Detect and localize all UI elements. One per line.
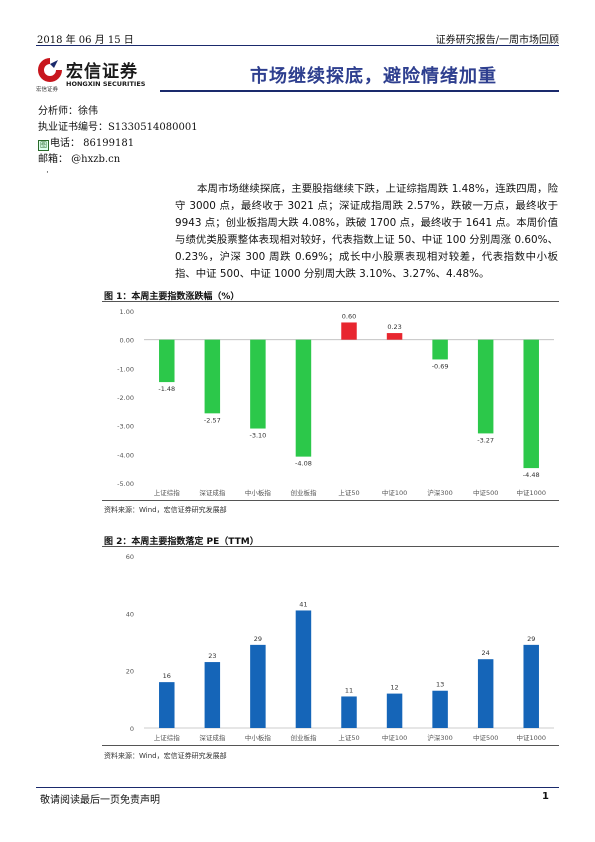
chart-bar xyxy=(432,339,448,360)
x-category-label: 深证成指 xyxy=(199,488,226,497)
x-category-label: 上证综指 xyxy=(154,488,181,497)
report-date: 2018 年 06 月 15 日 xyxy=(37,35,134,46)
y-tick-label: 60 xyxy=(126,553,134,561)
figure-1-title: 图 1：本周主要指数涨跌幅（%） xyxy=(104,292,240,302)
x-category-label: 创业板指 xyxy=(290,488,317,497)
data-label: 13 xyxy=(436,681,444,689)
figure-2-source: 资料来源：Wind，宏信证券研究发展部 xyxy=(104,752,227,760)
data-label: -1.48 xyxy=(158,385,175,393)
data-label: 23 xyxy=(208,652,216,660)
analyst-license: 执业证书编号：S1330514080001 xyxy=(38,122,198,133)
logo-name-en: HONGXIN SECURITIES xyxy=(66,80,146,88)
chart-bar xyxy=(386,693,403,728)
report-type: 证券研究报告/一周市场回顾 xyxy=(435,35,559,46)
chart-bar xyxy=(159,339,175,383)
figure-2-title: 图 2：本周主要指数落定 PE（TTM） xyxy=(104,537,259,547)
chart-bar xyxy=(341,322,357,340)
figure-1-chart: 1.00 0.00 -1.00 -2.00 -3.00 -4.00 -5.00 -1.48 上证… xyxy=(117,308,554,497)
stamp-icon: 图 xyxy=(38,140,49,151)
y-tick-label: 1.00 xyxy=(120,308,134,316)
x-category-label: 创业板指 xyxy=(290,733,317,742)
x-category-label: 中证500 xyxy=(473,733,498,742)
data-label: 41 xyxy=(299,600,307,608)
chart-bar xyxy=(295,610,312,728)
y-tick-label: 20 xyxy=(126,668,134,676)
x-category-label: 中证100 xyxy=(382,488,407,497)
figure-1-source: 资料来源：Wind，宏信证券研究发展部 xyxy=(104,506,227,514)
logo-name-cn-small: 宏信证券 xyxy=(36,87,59,93)
y-tick-label: -4.00 xyxy=(117,451,134,459)
chart-bar xyxy=(204,339,221,414)
chart-bar xyxy=(250,339,266,429)
figure-1-top-rule xyxy=(102,301,559,302)
data-label: -0.69 xyxy=(432,362,449,370)
chart-bar xyxy=(341,696,357,728)
chart-bar xyxy=(386,333,403,340)
data-label: 11 xyxy=(345,686,353,694)
x-category-label: 中证500 xyxy=(473,488,498,497)
analyst-name: 分析师：徐伟 xyxy=(38,106,98,117)
bullet-dot: · xyxy=(46,168,49,178)
data-label: -3.10 xyxy=(249,432,266,440)
header-divider xyxy=(36,45,559,46)
x-category-label: 中证1000 xyxy=(516,488,546,497)
company-logo: 宏信证券 HONGXIN SECURITIES 宏信证券 xyxy=(36,56,158,93)
figure-2-chart: 60 40 20 0 16 上证综指 23 深证成指 29 中小板指 41 创业板指 11 上证50 12 中… xyxy=(126,553,554,742)
y-tick-label: 0 xyxy=(130,725,134,733)
chart-bar xyxy=(477,339,494,434)
data-label: -4.48 xyxy=(523,471,540,479)
data-label: 0.23 xyxy=(387,323,401,331)
x-category-label: 上证50 xyxy=(338,488,359,497)
x-category-label: 沪深300 xyxy=(427,488,452,497)
page-number: 1 xyxy=(542,791,549,802)
data-label: 12 xyxy=(390,684,398,692)
disclaimer-note: 敬请阅读最后一页免责声明 xyxy=(40,795,160,806)
y-tick-label: 0.00 xyxy=(120,337,134,345)
x-category-label: 中证1000 xyxy=(516,733,546,742)
x-category-label: 中小板指 xyxy=(245,733,272,742)
chart-bar xyxy=(523,339,539,469)
data-label: 24 xyxy=(482,649,490,657)
y-tick-label: -3.00 xyxy=(117,423,134,431)
data-label: 16 xyxy=(163,672,171,680)
analyst-info: 分析师：徐伟 执业证书编号：S1330514080001 图电话： 861991… xyxy=(38,104,198,168)
figure-1-bottom-rule xyxy=(102,500,559,501)
x-category-label: 上证50 xyxy=(338,733,359,742)
chart-bar xyxy=(295,339,312,457)
figure-2-bottom-rule xyxy=(102,745,559,746)
x-category-label: 上证综指 xyxy=(154,733,181,742)
chart-bar xyxy=(477,659,494,728)
summary-paragraph: 本周市场继续探底，主要股指继续下跌，上证综指周跌 1.48%，连跌四周，险守 3… xyxy=(175,183,558,280)
analyst-phone: 电话： 86199181 xyxy=(50,138,135,149)
report-title: 市场继续探底，避险情绪加重 xyxy=(250,66,497,87)
chart-bar xyxy=(432,690,448,728)
x-category-label: 沪深300 xyxy=(427,733,452,742)
y-tick-label: -5.00 xyxy=(117,480,134,488)
footer-divider xyxy=(36,787,559,788)
title-divider xyxy=(160,90,559,92)
figure-2-top-rule xyxy=(102,546,559,547)
chart-bar xyxy=(250,644,266,728)
x-category-label: 中小板指 xyxy=(245,488,272,497)
logo-mark-icon xyxy=(38,58,62,82)
x-category-label: 中证100 xyxy=(382,733,407,742)
analyst-phone-row: 图电话： 86199181 xyxy=(38,136,198,152)
chart-bar xyxy=(204,662,221,728)
data-label: 29 xyxy=(527,635,535,643)
y-tick-label: 40 xyxy=(126,610,134,618)
x-category-label: 深证成指 xyxy=(199,733,226,742)
chart-bar xyxy=(523,644,539,728)
chart-bar xyxy=(159,682,175,728)
data-label: -3.27 xyxy=(477,436,494,444)
y-tick-label: -2.00 xyxy=(117,394,134,402)
data-label: -2.57 xyxy=(204,416,221,424)
data-label: 0.60 xyxy=(342,312,356,320)
data-label: -4.08 xyxy=(295,460,312,468)
analyst-email[interactable]: 邮箱： @hxzb.cn xyxy=(38,154,121,165)
logo-name-cn: 宏信证券 xyxy=(66,62,138,82)
y-tick-label: -1.00 xyxy=(117,365,134,373)
data-label: 29 xyxy=(254,635,262,643)
